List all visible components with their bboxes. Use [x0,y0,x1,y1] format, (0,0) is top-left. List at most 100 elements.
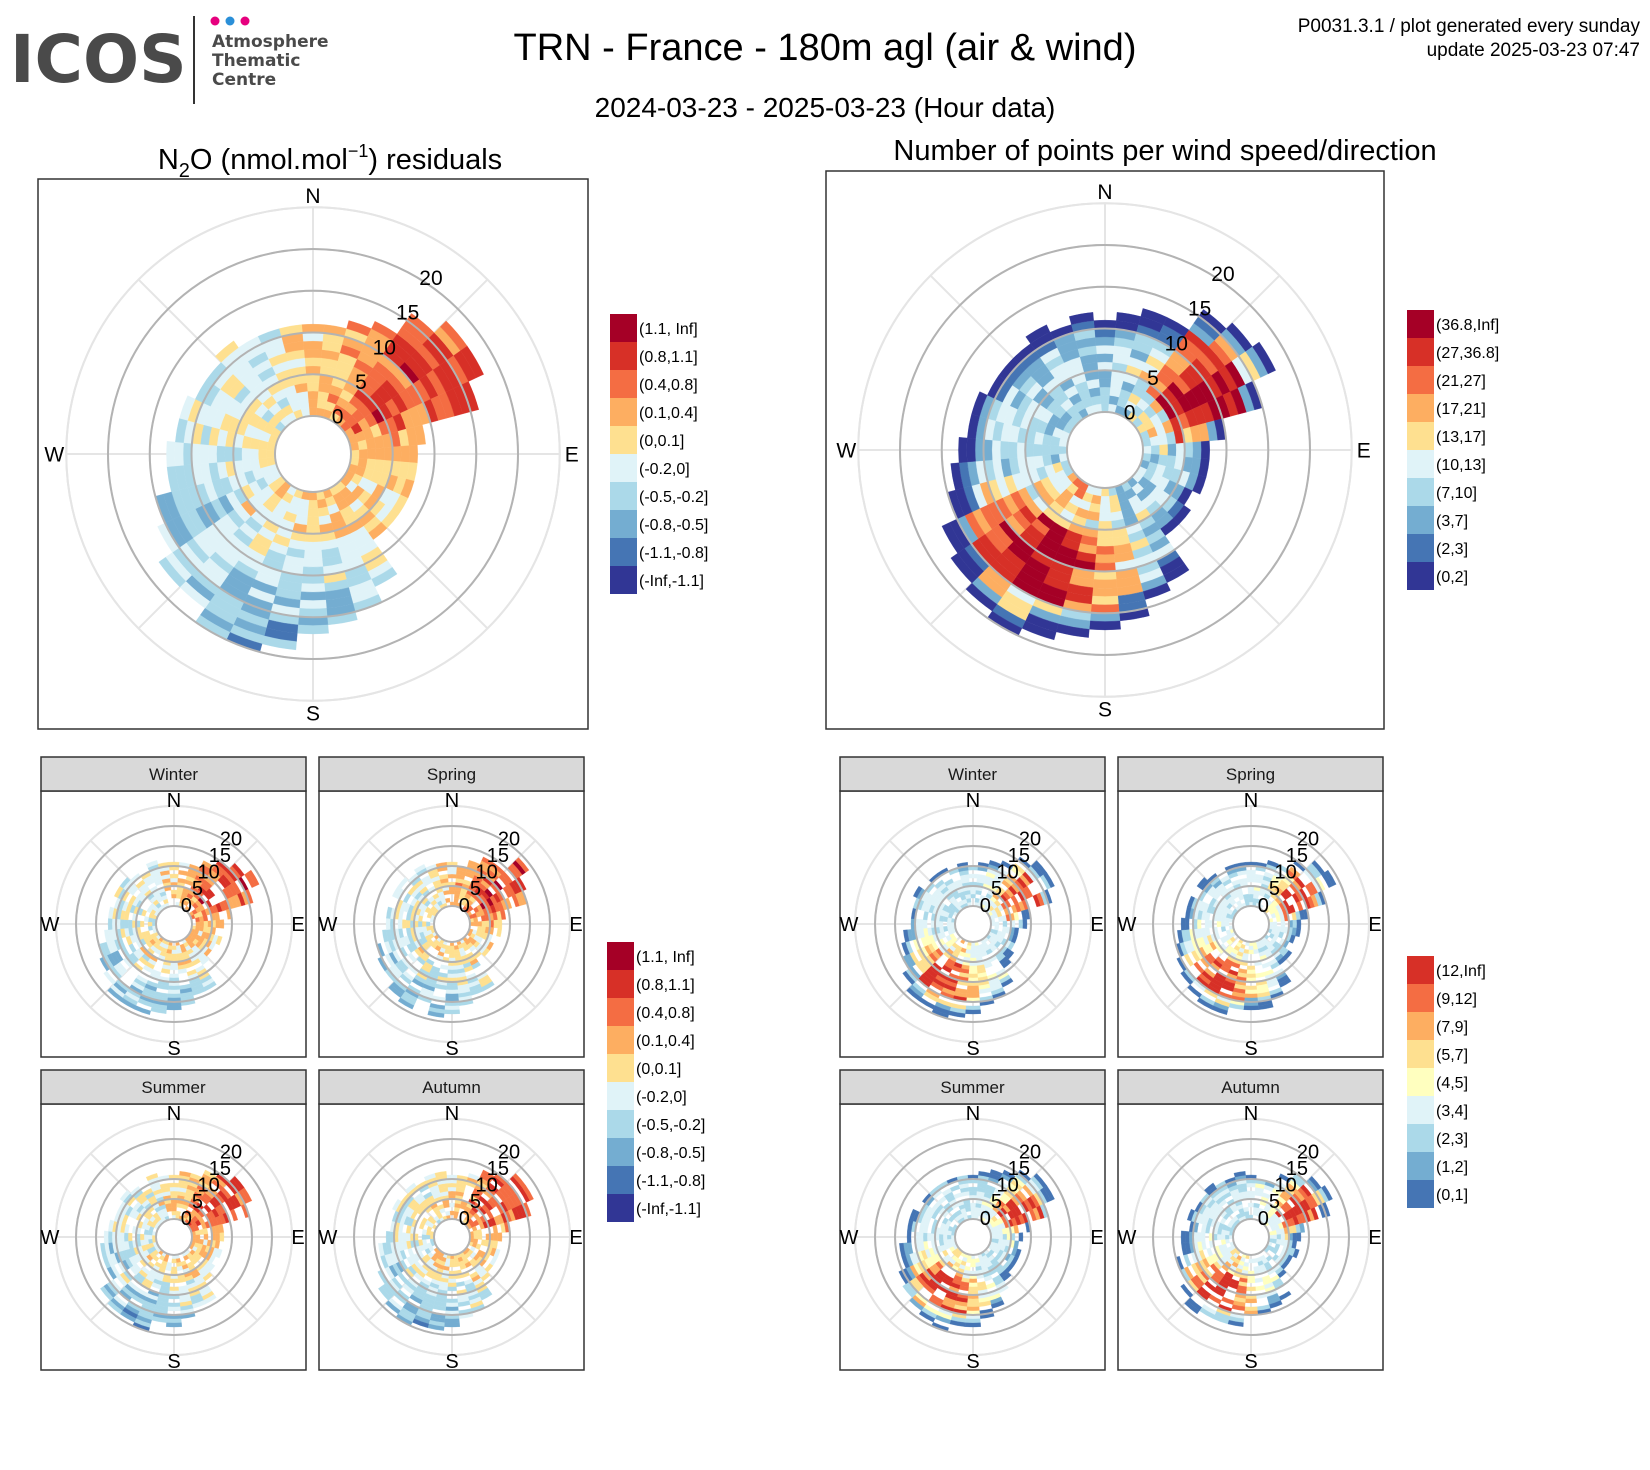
wind-rose-tile [966,993,980,999]
wind-rose-tile [1096,537,1114,547]
wind-rose-tile [966,437,976,463]
speed-ring [1024,369,1186,531]
radial-tick-label: 0 [459,1208,470,1230]
wind-rose-tile [300,591,326,601]
compass-label: E [1368,914,1381,936]
wind-rose-tile [378,1286,392,1301]
wind-rose-tile [476,1229,483,1235]
wind-rose-tile [170,889,178,895]
speed-ring [393,1178,511,1296]
wind-rose-tile [297,624,329,635]
facet-strip [318,1069,585,1105]
legend-label: (36.8,Inf] [1436,317,1499,334]
wind-rose-tile [1243,1005,1259,1011]
wind-rose-tile [969,889,977,895]
wind-rose-tile [100,1286,114,1301]
wind-rose-tile [169,1186,179,1192]
wind-rose-tile [1069,312,1094,325]
wind-rose-tile [918,1232,924,1242]
legend-label: (0.8,1.1] [639,349,698,366]
wind-rose-tile [230,1208,238,1222]
radial-tick-label: 20 [498,1141,520,1163]
wind-rose-tile [447,1282,457,1288]
wind-rose-tile [1095,345,1115,355]
wind-rose-tile [171,945,177,951]
wind-rose-tile [127,919,133,929]
compass-label: E [1357,440,1371,463]
wind-rose-tile [447,873,457,879]
legend-swatch [610,314,637,342]
compass-label: N [1244,790,1258,812]
legend-label: (13,17] [1436,429,1486,446]
wind-rose-tile [308,500,318,509]
compass-label: N [966,1103,980,1125]
wind-rose-tile [1238,878,1248,884]
wind-rose-tile [946,921,952,927]
wind-rose-tile [143,916,150,922]
logo-sub-1: Atmosphere [212,32,329,52]
facet-strip [318,756,585,792]
wind-rose-tile [497,1232,503,1242]
legend-swatch [1407,310,1434,338]
wind-rose-tile [1283,888,1293,898]
wind-rose-tile [401,1232,407,1242]
wind-rose-tile [1224,1234,1230,1240]
wind-rose-tile [123,1232,129,1242]
wind-rose-tile [1099,386,1111,396]
legend-swatch [1407,394,1434,422]
facet-strip-label: Winter [948,765,997,784]
wind-rose-tile [306,382,320,392]
wind-rose-tile [167,1302,181,1308]
wind-rose-tile [1292,919,1298,929]
calm-circle [155,1218,193,1256]
facet-strip-label: Winter [149,765,198,784]
wind-rose-tile [169,973,179,979]
wind-rose-tile [1324,869,1337,887]
wind-rose-tile [139,920,145,928]
wind-rose-tile [449,949,455,955]
legend-swatch [1407,478,1434,506]
wind-rose-tile [493,919,499,929]
wind-rose-tile [166,441,176,467]
wind-rose-tile [447,1190,457,1196]
compass-label: E [1368,1227,1381,1249]
wind-rose-tile [1002,1233,1008,1241]
legend-swatch [607,998,634,1026]
legend-swatch [610,566,637,594]
wind-rose-tile [449,1262,455,1268]
wind-rose-tile [305,524,321,534]
legend-label: (5,7] [1436,1047,1468,1064]
counts-legend-seasonal: (12,Inf] (9,12] (7,9] (5,7] (4,5] (3,4] (2,3] (… [1407,956,1486,1208]
wind-rose-tiles [377,1169,534,1331]
wind-rose-tile [1252,1258,1258,1264]
wind-rose-tile [1246,877,1256,883]
compass-label: N [1097,181,1112,204]
wind-rose-tile [1094,328,1116,338]
wind-rose-tile [1245,1298,1257,1304]
radial-tick-label: 0 [1258,1208,1269,1230]
wind-rose-tile [169,1278,179,1284]
wind-rose-tile [1252,341,1276,375]
legend-swatch [1407,1012,1434,1040]
radial-tick-label: 5 [470,1191,481,1213]
wind-rose-tile [171,1206,177,1212]
legend-swatch [1407,1152,1434,1180]
legend-swatch [1407,338,1434,366]
logo-sub-3: Centre [212,70,276,90]
compass-label: S [1244,1351,1257,1373]
wind-rose-tile [942,1234,948,1240]
wind-rose-tile [1224,921,1230,927]
speed-ring [190,331,436,577]
speed-ring [1192,865,1310,983]
wind-rose-tile [446,985,458,991]
wind-rose-tile [922,919,928,929]
legend-label: (-0.5,-0.2] [636,1117,705,1134]
compass-label: S [1244,1038,1257,1060]
calm-circle [1232,1218,1270,1256]
speed-ring [914,865,1032,983]
residuals-panel-title: N2O (nmol.mol−1) residuals [158,141,502,182]
compass-label: S [966,1038,979,1060]
legend-swatch [610,454,637,482]
